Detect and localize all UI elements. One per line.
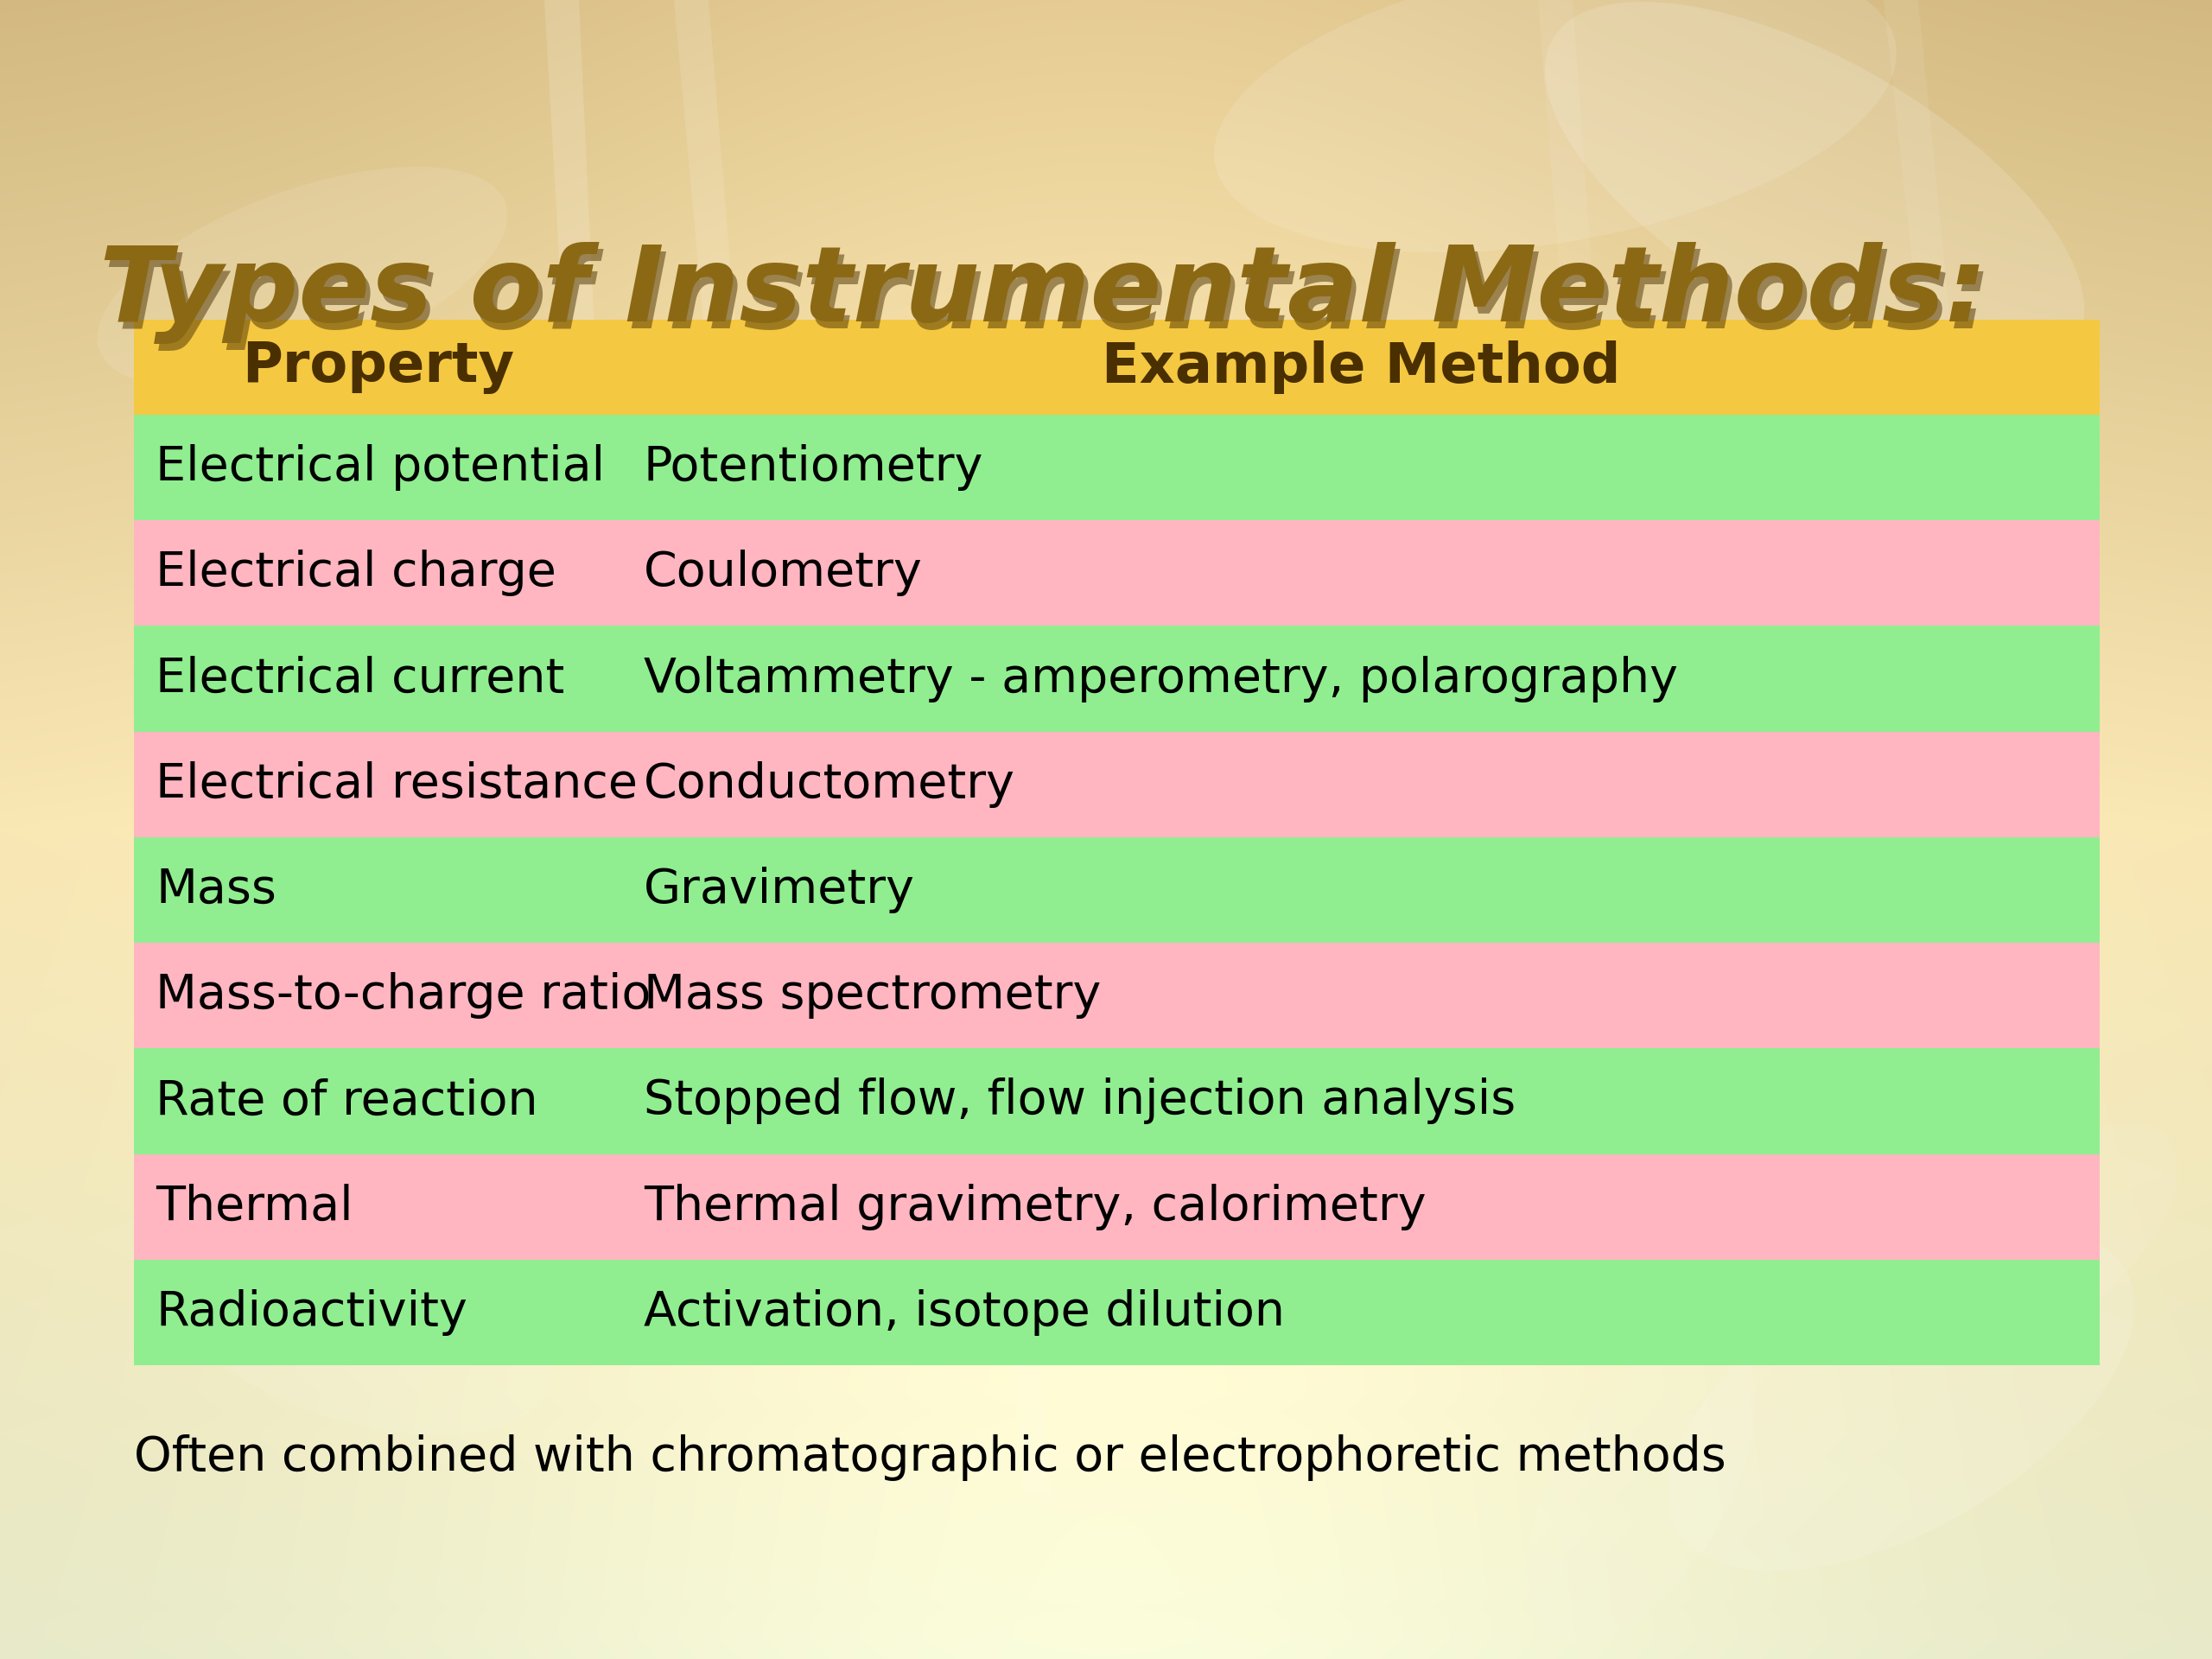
Text: Example Method: Example Method (1102, 340, 1621, 395)
Ellipse shape (1528, 1331, 1756, 1642)
Polygon shape (933, 498, 1051, 1493)
FancyBboxPatch shape (135, 1155, 2099, 1259)
Text: Voltammetry - amperometry, polarography: Voltammetry - amperometry, polarography (644, 655, 1679, 702)
Ellipse shape (1214, 0, 1896, 252)
Text: Stopped flow, flow injection analysis: Stopped flow, flow injection analysis (644, 1078, 1515, 1125)
FancyBboxPatch shape (135, 1048, 2099, 1155)
FancyBboxPatch shape (135, 942, 2099, 1048)
FancyBboxPatch shape (135, 521, 2099, 625)
Ellipse shape (139, 1191, 551, 1435)
Text: Electrical potential: Electrical potential (155, 445, 604, 491)
Text: Radioactivity: Radioactivity (155, 1289, 467, 1335)
Ellipse shape (97, 166, 507, 387)
Text: Thermal gravimetry, calorimetry: Thermal gravimetry, calorimetry (644, 1183, 1427, 1229)
Polygon shape (675, 0, 790, 995)
Text: Gravimetry: Gravimetry (644, 866, 916, 914)
Text: Mass-to-charge ratio: Mass-to-charge ratio (155, 972, 650, 1019)
FancyBboxPatch shape (135, 1259, 2099, 1365)
Ellipse shape (1544, 2, 2084, 378)
Text: Potentiometry: Potentiometry (644, 445, 984, 491)
Text: Coulometry: Coulometry (644, 549, 922, 597)
FancyBboxPatch shape (135, 732, 2099, 838)
Text: Mass: Mass (155, 866, 276, 914)
Ellipse shape (1971, 1123, 2177, 1331)
Text: Types of Instrumental Methods:: Types of Instrumental Methods: (104, 249, 1991, 350)
Text: Thermal: Thermal (155, 1183, 354, 1229)
Polygon shape (1885, 0, 2000, 830)
FancyBboxPatch shape (135, 625, 2099, 732)
Text: Electrical charge: Electrical charge (155, 549, 557, 597)
Text: Mass spectrometry: Mass spectrometry (644, 972, 1102, 1019)
Text: Electrical current: Electrical current (155, 655, 564, 702)
Text: Conductometry: Conductometry (644, 761, 1015, 808)
Text: Electrical resistance: Electrical resistance (155, 761, 637, 808)
Text: Property: Property (241, 340, 513, 395)
FancyBboxPatch shape (135, 415, 2099, 521)
FancyBboxPatch shape (135, 320, 2099, 415)
Text: Often combined with chromatographic or electrophoretic methods: Often combined with chromatographic or e… (135, 1435, 1725, 1481)
Text: Rate of reaction: Rate of reaction (155, 1078, 538, 1125)
FancyBboxPatch shape (135, 838, 2099, 942)
Ellipse shape (1668, 1228, 2135, 1571)
Text: Activation, isotope dilution: Activation, isotope dilution (644, 1289, 1285, 1335)
Polygon shape (1537, 0, 1655, 1161)
Text: Types of Instrumental Methods:: Types of Instrumental Methods: (100, 242, 1986, 343)
Polygon shape (544, 0, 617, 830)
